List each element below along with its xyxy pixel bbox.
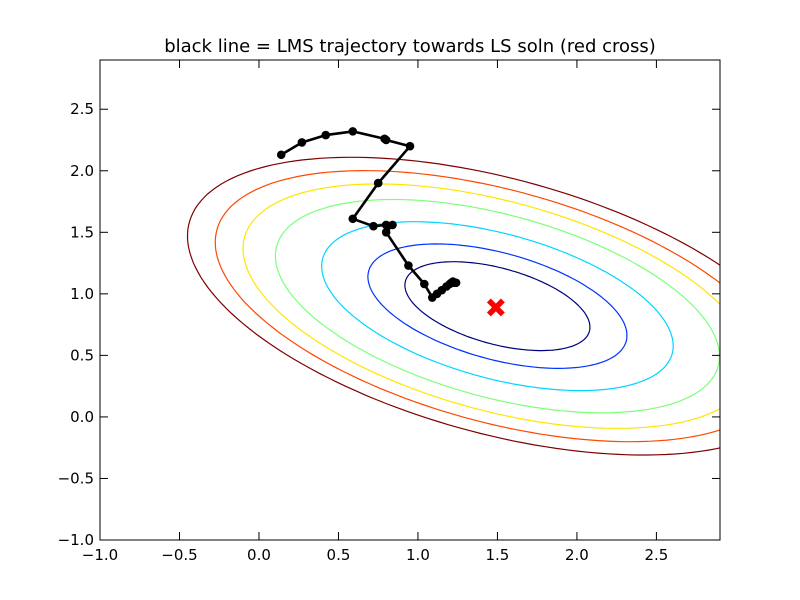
chart-title: black line = LMS trajectory towards LS s… (164, 36, 656, 57)
x-tick-label: 2.5 (644, 546, 668, 564)
y-tick-label: 0.5 (70, 346, 94, 364)
y-tick-label: 1.5 (70, 223, 94, 241)
plot-frame (99, 59, 721, 541)
trajectory-point (373, 178, 383, 188)
x-tick-label: 0.5 (327, 546, 351, 564)
contour-level-2 (367, 243, 628, 369)
y-tick-label: 0.0 (70, 408, 94, 426)
y-tick-label: 2.0 (70, 162, 94, 180)
trajectory-point (297, 138, 307, 147)
x-tick-label: 1.0 (406, 546, 430, 564)
contour-level-3 (321, 221, 674, 392)
x-tick-label: 0.0 (247, 546, 271, 564)
trajectory-point (420, 279, 429, 289)
contour-level-5 (242, 183, 720, 429)
contour-level-1 (404, 261, 591, 352)
x-tick-label: −1.0 (82, 546, 118, 564)
ls-solution-cross (486, 298, 505, 317)
trajectory-point (369, 221, 378, 231)
y-tick-label: 1.0 (70, 285, 94, 303)
trajectory-point (405, 141, 415, 151)
contour-level-7 (186, 156, 720, 456)
y-axis: −1.0 −0.5 0.0 0.5 1.0 1.5 2.0 2.5 (58, 100, 720, 549)
contour-level-4 (274, 198, 720, 414)
x-axis: −1.0 −0.5 0.0 0.5 1.0 1.5 2.0 2.5 (82, 60, 668, 564)
trajectory-point (348, 127, 358, 136)
y-tick-label: −0.5 (58, 469, 94, 487)
trajectory-point (451, 278, 461, 288)
trajectory-point (388, 220, 397, 230)
y-tick-label: −1.0 (58, 531, 94, 549)
trajectory-point (321, 130, 331, 140)
contour-lines (186, 156, 720, 456)
trajectory-point (348, 214, 358, 224)
ls-solution-marker (486, 298, 505, 317)
x-tick-label: 1.5 (486, 546, 510, 564)
trajectory-point (404, 261, 413, 270)
y-tick-label: 2.5 (70, 100, 94, 118)
x-tick-label: −0.5 (161, 546, 197, 564)
trajectory-point (381, 228, 391, 237)
lms-trajectory (276, 127, 461, 302)
x-tick-label: 2.0 (565, 546, 589, 564)
trajectory-point (276, 150, 286, 160)
trajectory-point (381, 135, 391, 145)
contour-level-6 (214, 169, 720, 443)
trajectory-point (381, 220, 391, 230)
